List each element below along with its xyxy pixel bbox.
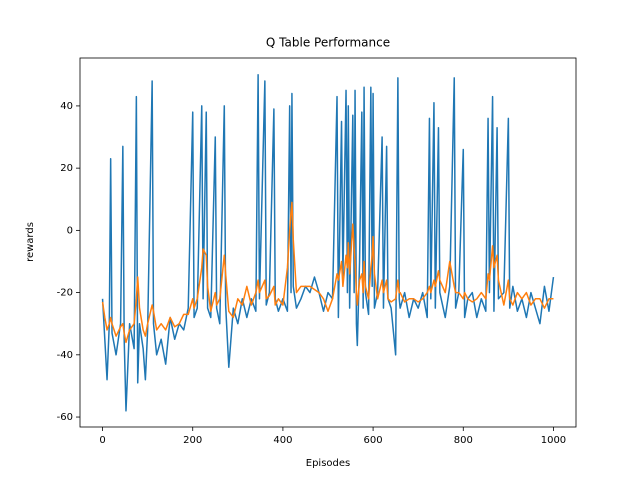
y-axis-label: rewards bbox=[25, 222, 36, 262]
chart-title: Q Table Performance bbox=[266, 36, 390, 50]
x-tick-label: 800 bbox=[454, 435, 473, 446]
x-axis-label: Episodes bbox=[306, 458, 350, 469]
x-tick-label: 1000 bbox=[541, 435, 566, 446]
series-line bbox=[101, 201, 554, 344]
y-tick-label: 20 bbox=[60, 163, 73, 174]
y-tick-label: 0 bbox=[67, 225, 73, 236]
plot-frame bbox=[79, 57, 577, 428]
series-line bbox=[101, 74, 555, 412]
x-tick-label: 200 bbox=[183, 435, 202, 446]
x-tick-label: 400 bbox=[273, 435, 292, 446]
y-tick-label: 40 bbox=[60, 101, 73, 112]
x-tick-label: 600 bbox=[364, 435, 383, 446]
y-tick-label: -20 bbox=[57, 288, 73, 299]
y-tick-label: -60 bbox=[57, 412, 73, 423]
x-tick-label: 0 bbox=[99, 435, 105, 446]
y-tick-label: -40 bbox=[57, 350, 73, 361]
